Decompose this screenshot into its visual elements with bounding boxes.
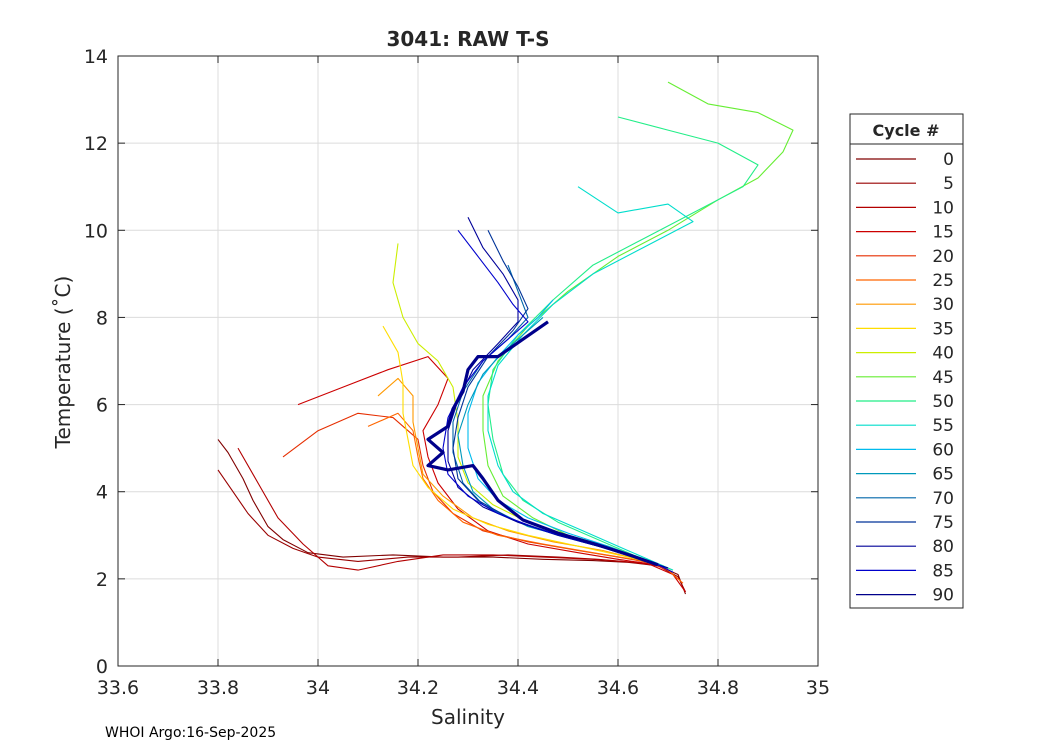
series-line-cycle-15 bbox=[297, 356, 686, 593]
legend-label: 85 bbox=[932, 561, 954, 581]
series-line-cycle-90 bbox=[426, 320, 659, 567]
series-layer bbox=[217, 81, 794, 595]
legend-label: 40 bbox=[932, 344, 954, 364]
y-tick-label: 8 bbox=[96, 307, 108, 329]
x-tick-label: 34.4 bbox=[497, 677, 539, 699]
y-tick-label: 0 bbox=[96, 656, 108, 678]
y-tick-label: 6 bbox=[96, 395, 108, 417]
series-line-cycle-55 bbox=[487, 186, 694, 571]
y-tick-label: 2 bbox=[96, 569, 108, 591]
series-line-cycle-30 bbox=[377, 377, 669, 569]
y-tick-label: 10 bbox=[84, 220, 108, 242]
legend-label: 60 bbox=[932, 440, 954, 460]
plot-axes-box bbox=[117, 55, 819, 667]
legend-label: 35 bbox=[932, 319, 954, 339]
x-tick-label: 33.6 bbox=[97, 677, 139, 699]
legend-label: 65 bbox=[932, 465, 954, 485]
source-footer: WHOI Argo:16-Sep-2025 bbox=[105, 725, 277, 741]
legend-label: 15 bbox=[932, 223, 954, 243]
legend-label: 0 bbox=[943, 150, 954, 170]
chart-title: 3041: RAW T-S bbox=[386, 27, 549, 51]
legend-title: Cycle # bbox=[873, 121, 940, 140]
legend-label: 90 bbox=[932, 586, 954, 606]
series-line-cycle-25 bbox=[367, 412, 684, 584]
legend-label: 75 bbox=[932, 513, 954, 533]
series-line-cycle-60 bbox=[467, 299, 669, 569]
x-tick-label: 34.8 bbox=[697, 677, 739, 699]
legend-label: 10 bbox=[932, 198, 954, 218]
legend-label: 45 bbox=[932, 368, 954, 388]
x-axis-label: Salinity bbox=[431, 705, 505, 729]
legend-label: 50 bbox=[932, 392, 954, 412]
y-tick-label: 14 bbox=[84, 46, 108, 68]
legend-label: 80 bbox=[932, 537, 954, 557]
x-tick-label: 34.6 bbox=[597, 677, 639, 699]
legend-box bbox=[849, 113, 964, 609]
x-tick-label: 34.2 bbox=[397, 677, 439, 699]
series-line-cycle-35 bbox=[382, 325, 674, 571]
legend-label: 5 bbox=[943, 174, 954, 194]
legend: Cycle # 0 5 10 15 20 25 30 35 40 45 50 55 60 65 70 75 80… bbox=[849, 113, 964, 609]
x-tick-label: 33.8 bbox=[197, 677, 239, 699]
legend-label: 55 bbox=[932, 416, 954, 436]
y-tick-label: 4 bbox=[96, 482, 108, 504]
legend-label: 25 bbox=[932, 271, 954, 291]
x-tick-label: 34 bbox=[306, 677, 330, 699]
legend-label: 70 bbox=[932, 489, 954, 509]
legend-label: 30 bbox=[932, 295, 954, 315]
series-line-cycle-10 bbox=[237, 447, 679, 580]
y-axis-label: Temperature (˚C) bbox=[51, 276, 75, 450]
axis-ticks: 33.6 33.8 34 34.2 34.4 34.6 34.8 35 0 2 4 6 8 10 12 14 bbox=[84, 46, 830, 699]
y-tick-label: 12 bbox=[84, 133, 108, 155]
legend-label: 20 bbox=[932, 247, 954, 267]
grid-lines bbox=[118, 56, 818, 666]
legend-entries: 0 5 10 15 20 25 30 35 40 45 50 55 60 65 70 75 80 85 90 bbox=[856, 150, 954, 606]
x-tick-label: 35 bbox=[806, 677, 830, 699]
